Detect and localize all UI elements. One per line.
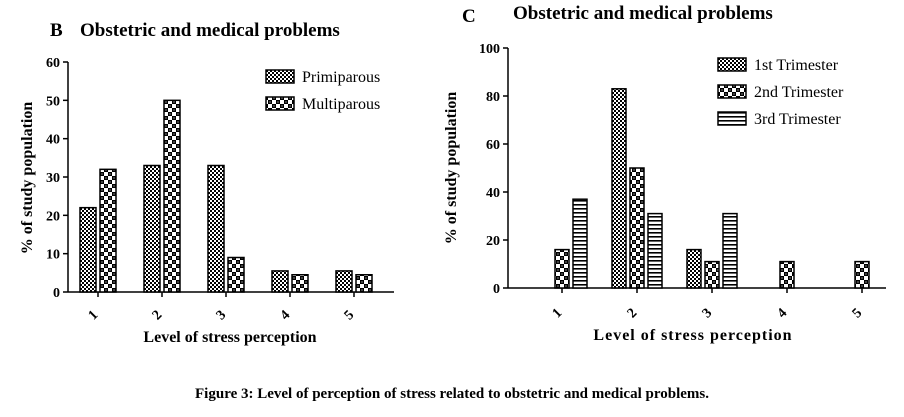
bar-1st-trimester-2: [611, 88, 627, 289]
y-tick-label: 80: [486, 90, 500, 105]
bar-primiparous-3: [207, 164, 225, 293]
y-tick-label: 50: [46, 94, 60, 109]
panel-c: C Obstetric and medical problems Level o…: [443, 3, 886, 344]
y-tick-label: 40: [46, 133, 60, 148]
bar-2nd-trimester-1: [554, 248, 570, 289]
panel-c-title: Obstetric and medical problems: [513, 3, 773, 24]
figure-caption: Figure 3: Level of perception of stress …: [195, 386, 709, 402]
y-tick-label: 100: [479, 42, 500, 57]
y-tick-label: 60: [486, 138, 500, 153]
y-tick-label: 0: [493, 282, 500, 297]
bar-3rd-trimester-2: [647, 212, 663, 289]
legend-label: 2nd Trimester: [754, 84, 844, 101]
x-tick-label: 2: [150, 308, 166, 324]
bar-2nd-trimester-3: [704, 260, 720, 289]
legend-swatch: [717, 57, 747, 72]
x-tick-label: 4: [775, 306, 791, 322]
panel-b-label: B: [50, 20, 63, 41]
bar-3rd-trimester-1: [572, 198, 588, 289]
panel-c-xlabel: Level of stress perception: [593, 327, 792, 344]
bar-2nd-trimester-5: [854, 260, 870, 289]
panel-c-label: C: [462, 6, 476, 27]
bar-primiparous-1: [79, 206, 97, 293]
legend-swatch: [717, 111, 747, 126]
panel-b-ylabel: % of study population: [19, 102, 36, 255]
bar-2nd-trimester-2: [629, 167, 645, 289]
x-tick-label: 1: [86, 308, 102, 324]
x-tick-label: 3: [700, 306, 716, 322]
x-tick-label: 1: [550, 306, 566, 322]
panel-c-ylabel: % of study population: [443, 92, 460, 245]
bar-primiparous-4: [271, 270, 289, 293]
y-tick-label: 30: [46, 171, 60, 186]
bar-multiparous-3: [227, 256, 245, 293]
legend-label: 3rd Trimester: [754, 111, 841, 128]
y-tick-label: 20: [46, 209, 60, 224]
bar-multiparous-5: [355, 274, 373, 293]
bar-multiparous-1: [99, 168, 117, 293]
bar-primiparous-5: [335, 270, 353, 293]
x-tick-label: 5: [342, 308, 358, 324]
legend-label: 1st Trimester: [754, 57, 839, 74]
panel-b: B Obstetric and medical problems Level o…: [19, 20, 394, 346]
x-tick-label: 3: [214, 308, 230, 324]
bar-multiparous-2: [163, 99, 181, 293]
panel-c-marks: 0 20 40 60 80 100 1 2 3 4 5 1st Trimester 2nd Trimes…: [479, 42, 886, 321]
x-tick-label: 5: [850, 306, 866, 322]
x-tick-label: 2: [625, 306, 641, 322]
y-tick-label: 0: [53, 286, 60, 301]
legend-swatch: [265, 69, 295, 84]
y-tick-label: 60: [46, 56, 60, 71]
bar-1st-trimester-3: [686, 248, 702, 289]
y-tick-label: 20: [486, 234, 500, 249]
bar-3rd-trimester-3: [722, 212, 738, 289]
legend-swatch: [265, 96, 295, 111]
panel-b-marks: 0 10 20 30 40 50 60 1 2 3 4 5 Primiparous Multiparous: [46, 56, 394, 323]
x-tick-label: 4: [278, 308, 294, 324]
bar-primiparous-2: [143, 164, 161, 293]
y-tick-label: 10: [46, 248, 60, 263]
panel-b-title: Obstetric and medical problems: [80, 20, 340, 41]
bar-2nd-trimester-4: [779, 260, 795, 289]
legend-label: Primiparous: [302, 69, 380, 86]
y-tick-label: 40: [486, 186, 500, 201]
panel-b-xlabel: Level of stress perception: [143, 329, 316, 346]
legend-label: Multiparous: [302, 96, 380, 113]
bar-multiparous-4: [291, 274, 309, 293]
legend-swatch: [717, 84, 747, 99]
